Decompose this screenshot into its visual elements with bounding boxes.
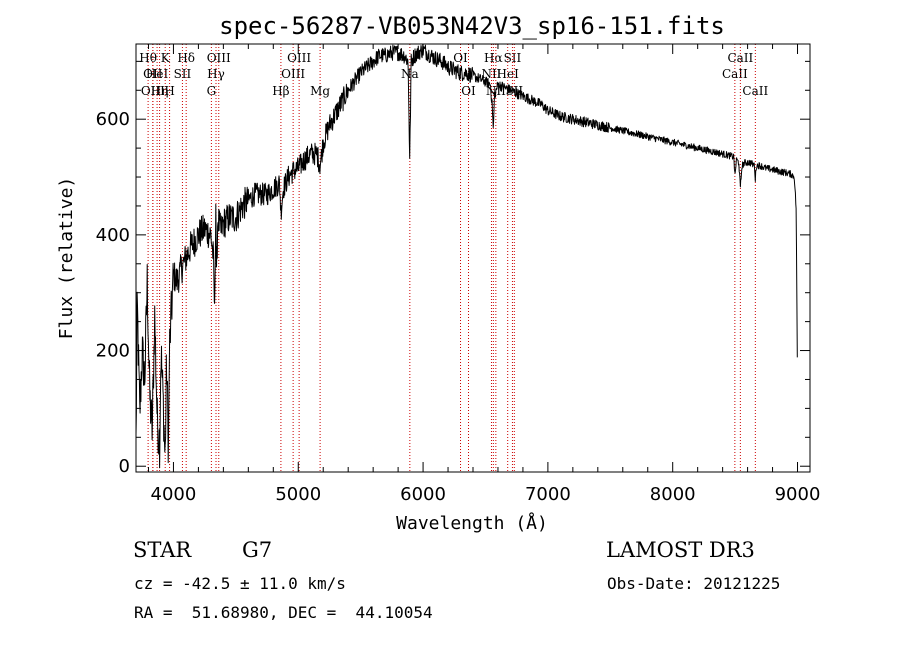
x-tick-label-5: 9000 (775, 484, 821, 505)
line-label-0: Hθ (139, 51, 157, 65)
line-label-3: HeI (146, 67, 169, 81)
line-label-27: CaII (742, 84, 768, 98)
line-label-12: Hβ (272, 84, 289, 98)
coordinates: RA = 51.68980, DEC = 44.10054 (134, 603, 433, 622)
line-label-2: OIII (141, 84, 165, 98)
line-label-15: Mg (310, 84, 330, 98)
x-tick-label-2: 6000 (400, 484, 446, 505)
line-label-14: OIII (287, 51, 311, 65)
line-label-4: Hη (151, 84, 169, 98)
y-tick-label-1: 200 (96, 341, 130, 362)
plot-frame (135, 43, 811, 473)
line-label-23: SII (504, 51, 522, 65)
y-tick-label-0: 0 (119, 456, 130, 477)
survey-name: LAMOST DR3 (606, 538, 755, 562)
line-label-18: OI (461, 84, 476, 98)
chart-title: spec-56287-VB053N42V3_sp16-151.fits (219, 12, 725, 40)
subclass: G7 (242, 538, 273, 562)
axis-ticks: 4000 5000 6000 7000 8000 9000 0 200 400 600 (96, 44, 821, 505)
line-label-13: OIII (281, 67, 305, 81)
line-label-9: G (207, 84, 217, 98)
y-axis-label: Flux (relative) (56, 177, 77, 340)
line-label-11: OIII (207, 51, 231, 65)
object-class: STAR (133, 538, 192, 562)
line-label-8: Hδ (177, 51, 195, 65)
flux-series-line (135, 43, 798, 469)
spectral-line-markers: HθOIIOIIIHeIHηKHSIIHδGHγOIIIHβOIIIOIIIMg… (139, 44, 768, 472)
y-tick-label-3: 600 (96, 109, 130, 130)
obs-date: Obs-Date: 20121225 (607, 574, 781, 593)
line-label-7: SII (174, 67, 192, 81)
x-axis-label: Wavelength (Å) (396, 512, 548, 534)
y-tick-label-2: 400 (96, 225, 130, 246)
line-label-20: Hα (484, 51, 503, 65)
line-label-26: CaII (727, 51, 753, 65)
line-label-6: H (164, 84, 174, 98)
line-label-17: OI (453, 51, 468, 65)
x-tick-label-1: 5000 (275, 484, 321, 505)
line-label-22: HeI (497, 67, 520, 81)
line-label-25: CaII (722, 67, 748, 81)
x-tick-label-4: 8000 (650, 484, 696, 505)
x-tick-label-0: 4000 (151, 484, 197, 505)
line-label-16: Na (401, 67, 419, 81)
line-label-5: K (161, 51, 171, 65)
redshift-readout: cz = -42.5 ± 11.0 km/s (134, 574, 346, 593)
x-tick-label-3: 7000 (525, 484, 571, 505)
line-label-10: Hγ (207, 67, 225, 81)
